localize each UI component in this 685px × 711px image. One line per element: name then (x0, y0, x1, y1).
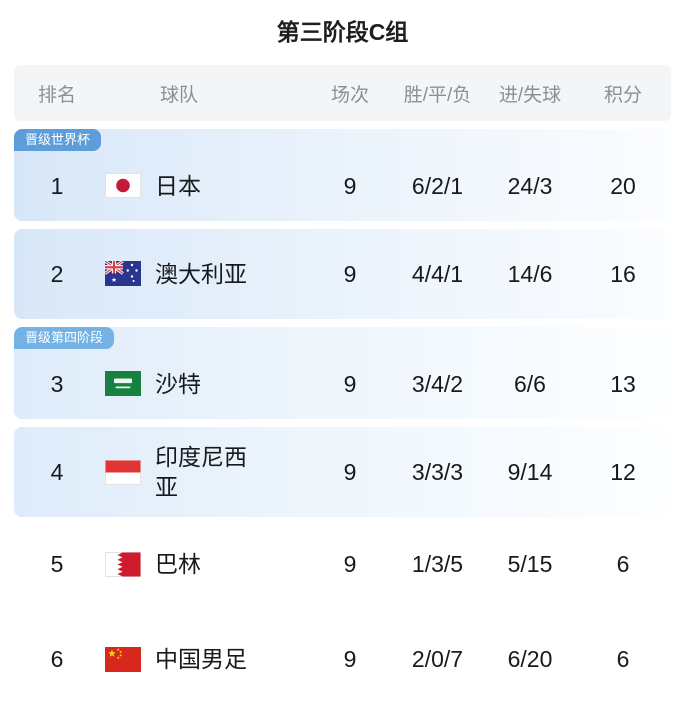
team-name: 印度尼西亚 (155, 443, 247, 500)
column-header-points: 积分 (603, 84, 642, 106)
rank-value: 5 (50, 551, 64, 577)
table-row: 6 中国男足 9 2/0/7 6/20 6 (14, 612, 671, 707)
table-row: 晋级世界杯 1 日本 9 6/2/1 24/3 20 (14, 129, 671, 221)
played-value: 9 (343, 370, 357, 397)
played-value: 9 (343, 551, 357, 577)
goals-value: 6/20 (507, 646, 553, 672)
win-draw-loss-value: 3/3/3 (411, 458, 464, 485)
goals-value: 14/6 (507, 260, 553, 287)
column-header-goals-for-against: 进/失球 (498, 84, 562, 106)
team-name: 巴林 (155, 551, 201, 578)
goals-value: 9/14 (507, 458, 553, 485)
win-draw-loss-value: 1/3/5 (411, 551, 464, 577)
played-value: 9 (343, 646, 357, 672)
goals-value: 5/15 (507, 551, 553, 577)
table-row: 5 巴林 9 1/3/5 5/15 6 (14, 517, 671, 612)
china-flag-icon (105, 646, 141, 672)
points-value: 13 (610, 370, 636, 397)
goals-value: 24/3 (507, 172, 553, 199)
rank-value: 3 (50, 370, 64, 397)
rank-value: 6 (50, 646, 64, 672)
column-header-played: 场次 (330, 84, 369, 106)
played-value: 9 (343, 260, 357, 287)
table-row: 4 印度尼西亚 9 3/3/3 9/14 12 (14, 427, 671, 517)
qualified-fourth-stage-badge: 晋级第四阶段 (14, 327, 115, 349)
points-value: 12 (610, 458, 636, 485)
australia-flag-icon (105, 261, 141, 287)
table-header-row: 排名 球队 场次 胜/平/负 进/失球 积分 (14, 65, 671, 121)
goals-value: 6/6 (514, 370, 546, 397)
points-value: 16 (610, 260, 636, 287)
column-header-rank: 排名 (37, 84, 76, 106)
rank-value: 4 (50, 458, 64, 485)
indonesia-flag-icon (105, 459, 141, 485)
column-header-win-draw-loss: 胜/平/负 (403, 84, 472, 106)
column-header-team: 球队 (160, 84, 199, 106)
team-name: 澳大利亚 (155, 260, 247, 287)
team-name: 日本 (155, 172, 201, 199)
japan-flag-icon (105, 173, 141, 199)
played-value: 9 (343, 458, 357, 485)
points-value: 6 (616, 646, 630, 672)
win-draw-loss-value: 6/2/1 (411, 172, 464, 199)
table-row: 2 澳大利亚 (14, 229, 671, 319)
win-draw-loss-value: 2/0/7 (411, 646, 464, 672)
standings-table: 排名 球队 场次 胜/平/负 进/失球 积分 晋级世界杯 1 日本 9 6/2/… (14, 65, 671, 707)
played-value: 9 (343, 172, 357, 199)
points-value: 6 (616, 551, 630, 577)
team-name: 中国男足 (155, 646, 247, 673)
table-row: 晋级第四阶段 3 沙特 9 3/4/2 6/6 13 (14, 327, 671, 419)
page-title: 第三阶段C组 (276, 19, 409, 45)
points-value: 20 (610, 172, 636, 199)
team-name: 沙特 (155, 370, 201, 397)
bahrain-flag-icon (105, 551, 141, 577)
win-draw-loss-value: 4/4/1 (411, 260, 464, 287)
saudi-arabia-flag-icon (105, 371, 141, 397)
rank-value: 1 (50, 172, 64, 199)
rank-value: 2 (50, 260, 64, 287)
qualified-world-cup-badge: 晋级世界杯 (14, 129, 102, 151)
win-draw-loss-value: 3/4/2 (411, 370, 464, 397)
